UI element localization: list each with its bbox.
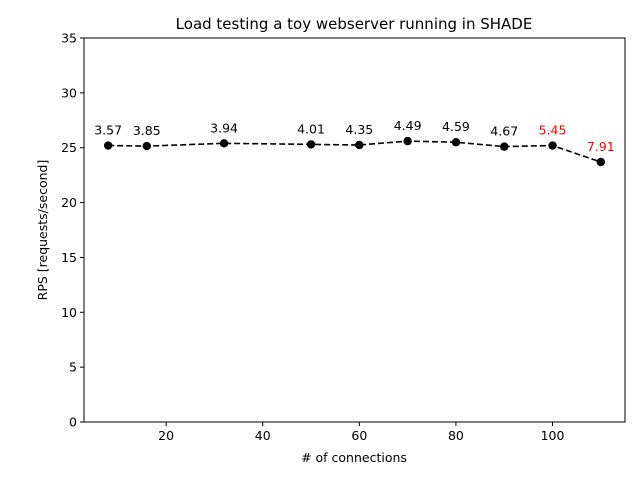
- x-axis-label: # of connections: [301, 450, 407, 465]
- data-label: 3.57: [94, 123, 122, 138]
- series-line: [108, 140, 602, 163]
- y-tick-label: 15: [61, 250, 77, 265]
- data-point: [403, 136, 412, 146]
- y-axis-label: RPS [requests/second]: [35, 160, 50, 301]
- data-point: [306, 140, 316, 149]
- data-point: [548, 141, 557, 150]
- data-label: 4.59: [442, 119, 470, 134]
- plot-frame: [83, 37, 626, 423]
- data-label: 4.01: [297, 121, 325, 136]
- data-point: [219, 139, 229, 148]
- data-point: [355, 140, 364, 150]
- data-label: 3.85: [133, 123, 161, 138]
- data-label: 3.94: [210, 120, 238, 135]
- data-label: 4.49: [394, 118, 422, 133]
- data-label: 4.67: [490, 124, 518, 139]
- y-tick-label: 30: [61, 85, 77, 100]
- x-tick-label: 100: [541, 428, 565, 443]
- data-label: 5.45: [539, 123, 567, 138]
- data-point: [142, 141, 151, 151]
- data-point: [103, 141, 113, 150]
- y-tick-label: 10: [61, 305, 77, 320]
- y-tick-label: 5: [69, 360, 77, 375]
- data-point: [451, 138, 461, 147]
- y-tick-label: 20: [61, 195, 77, 210]
- x-tick-label: 60: [351, 428, 367, 443]
- y-tick-label: 25: [61, 140, 77, 155]
- x-tick-label: 80: [448, 428, 464, 443]
- data-label: 4.35: [345, 122, 373, 137]
- y-tick-label: 35: [61, 31, 77, 46]
- data-label: 7.91: [587, 139, 615, 154]
- chart-title: Load testing a toy webserver running in …: [176, 15, 533, 33]
- x-tick-label: 40: [255, 428, 271, 443]
- data-point: [596, 157, 606, 167]
- data-point: [500, 142, 509, 151]
- y-tick-label: 0: [69, 415, 77, 430]
- x-tick-label: 20: [158, 428, 174, 443]
